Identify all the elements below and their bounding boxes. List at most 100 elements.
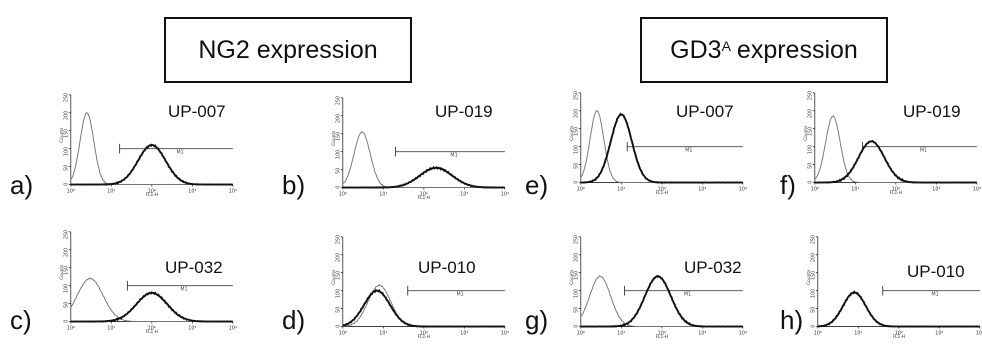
y-tick-label: 0 <box>335 325 341 328</box>
x-tick-label: 10³ <box>188 188 196 194</box>
sample-label: UP-019 <box>435 102 493 121</box>
x-tick-label: 10¹ <box>379 191 387 197</box>
gate-label: M1 <box>932 292 939 298</box>
y-tick-label: 150 <box>573 271 579 280</box>
x-tick-label: 10⁴ <box>501 191 509 197</box>
stained-histogram <box>580 274 743 328</box>
y-axis-label: Counts <box>803 125 809 141</box>
x-axis-label: FL1-H <box>146 192 158 198</box>
stained-histogram <box>70 143 233 186</box>
y-tick-label: 250 <box>573 91 579 100</box>
y-tick-label: 200 <box>335 253 341 262</box>
x-tick-label: 10⁴ <box>739 186 747 192</box>
y-tick-label: 50 <box>807 163 813 169</box>
gd3-title-sup: A <box>721 38 731 54</box>
control-histogram <box>814 115 977 184</box>
control-histogram <box>342 130 505 189</box>
ng2-title: NG2 expression <box>198 35 378 64</box>
x-tick-label: 10² <box>420 191 428 197</box>
sample-label: UP-032 <box>165 258 223 277</box>
panel-letter: a) <box>10 170 34 200</box>
gate-label: M1 <box>180 287 187 293</box>
sample-label: UP-032 <box>684 258 742 277</box>
y-tick-label: 250 <box>807 91 813 100</box>
y-axis-label: Counts <box>806 269 812 285</box>
sample-label: UP-007 <box>168 102 226 121</box>
y-axis-label: Counts <box>331 130 337 146</box>
sample-label: UP-010 <box>907 262 965 281</box>
y-tick-label: 100 <box>573 289 579 298</box>
stained-histogram <box>814 139 977 184</box>
y-tick-label: 50 <box>335 168 341 174</box>
x-tick-label: 10⁰ <box>339 330 347 336</box>
y-tick-label: 200 <box>807 109 813 118</box>
y-tick-label: 150 <box>807 127 813 136</box>
x-axis-label: FL1-H <box>893 334 905 340</box>
histogram-plot: 0 50 100 150 200 250 Counts 10⁰ 10¹ 10² 10³ 10⁴ FL1-… <box>59 93 237 198</box>
y-tick-label: 150 <box>335 271 341 280</box>
x-tick-label: 10² <box>420 330 428 336</box>
x-tick-label: 10¹ <box>107 325 115 331</box>
y-tick-label: 250 <box>335 96 341 105</box>
y-tick-label: 100 <box>807 145 813 154</box>
stained-histogram <box>817 290 980 328</box>
histogram-plot: 0 50 100 150 200 250 Counts 10⁰ 10¹ 10² 10³ 10⁴ FL1-… <box>806 235 982 340</box>
histogram-plot: 0 50 100 150 200 250 Counts 10⁰ 10¹ 10² 10³ 10⁴ FL1-… <box>59 230 237 335</box>
y-tick-label: 200 <box>335 114 341 123</box>
x-tick-label: 10⁰ <box>577 330 585 336</box>
sample-label: UP-019 <box>903 102 961 121</box>
x-tick-label: 10² <box>658 330 666 336</box>
x-tick-label: 10² <box>895 330 903 336</box>
y-tick-label: 250 <box>335 235 341 244</box>
y-tick-label: 50 <box>335 307 341 313</box>
y-tick-label: 0 <box>63 183 69 186</box>
x-tick-label: 10⁴ <box>973 186 981 192</box>
y-tick-label: 100 <box>335 289 341 298</box>
y-axis-label: Counts <box>59 127 65 143</box>
y-tick-label: 0 <box>335 186 341 189</box>
x-tick-label: 10⁴ <box>976 330 982 336</box>
y-tick-label: 50 <box>810 307 816 313</box>
x-axis-label: FL1-H <box>656 190 668 196</box>
x-tick-label: 10⁰ <box>814 330 822 336</box>
x-tick-label: 10¹ <box>617 186 625 192</box>
panel-letter: h) <box>780 305 804 335</box>
stained-histogram <box>70 291 233 323</box>
ng2-title-box: NG2 expression <box>164 17 412 83</box>
stained-histogram <box>342 165 505 189</box>
gate-label: M1 <box>920 148 927 154</box>
y-tick-label: 50 <box>573 307 579 313</box>
gd3-title-rest: expression <box>736 35 858 64</box>
x-axis-label: FL1-H <box>146 329 158 335</box>
y-tick-label: 100 <box>573 145 579 154</box>
x-tick-label: 10⁴ <box>739 330 747 336</box>
histogram-plot: 0 50 100 150 200 250 Counts 10⁰ 10¹ 10² 10³ 10⁴ FL1-… <box>569 235 747 340</box>
panel-letter: d) <box>282 305 306 335</box>
x-tick-label: 10³ <box>698 186 706 192</box>
control-histogram <box>70 277 233 323</box>
x-tick-label: 10⁰ <box>811 186 819 192</box>
x-tick-label: 10³ <box>698 330 706 336</box>
x-tick-label: 10³ <box>188 325 196 331</box>
y-tick-label: 150 <box>63 266 69 275</box>
x-axis-label: FL1-H <box>656 334 668 340</box>
y-tick-label: 0 <box>810 325 816 328</box>
x-tick-label: 10¹ <box>851 186 859 192</box>
y-tick-label: 100 <box>63 284 69 293</box>
x-tick-label: 10¹ <box>617 330 625 336</box>
y-tick-label: 50 <box>63 302 69 308</box>
sample-label: UP-010 <box>418 258 476 277</box>
y-tick-label: 150 <box>810 271 816 280</box>
x-tick-label: 10¹ <box>854 330 862 336</box>
x-tick-label: 10⁴ <box>229 325 237 331</box>
y-axis-label: Counts <box>569 125 575 141</box>
x-tick-label: 10³ <box>935 330 943 336</box>
gate-label: M1 <box>176 150 183 156</box>
gate-label: M1 <box>450 153 457 159</box>
y-tick-label: 250 <box>810 235 816 244</box>
x-tick-label: 10³ <box>460 191 468 197</box>
y-tick-label: 250 <box>63 230 69 239</box>
x-tick-label: 10¹ <box>107 188 115 194</box>
panel-letter: g) <box>525 305 549 335</box>
